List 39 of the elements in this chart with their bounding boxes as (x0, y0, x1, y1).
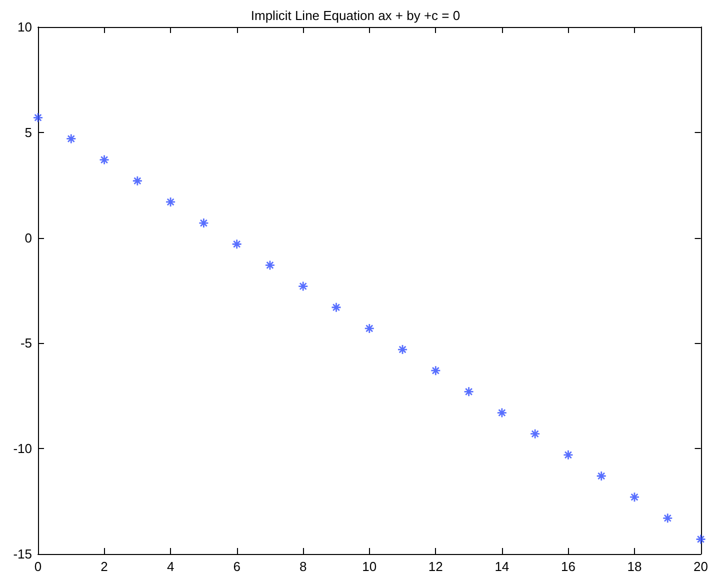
point (198, 218, 209, 228)
x-tick-label: 6 (233, 559, 240, 573)
point (629, 492, 640, 502)
x-tick-label: 16 (560, 559, 576, 573)
point (165, 196, 176, 208)
point (298, 281, 308, 292)
point (32, 112, 44, 123)
x-tick-label: 0 (34, 559, 42, 573)
point (331, 302, 342, 313)
y-tick-label: -15 (13, 546, 32, 562)
point (232, 238, 242, 250)
x-tick-label: 14 (494, 559, 510, 573)
point (132, 176, 143, 186)
point (430, 365, 441, 376)
y-tick-label: -10 (13, 441, 32, 456)
point (530, 428, 540, 440)
x-tick-label: 8 (299, 559, 307, 573)
point (264, 260, 276, 270)
point (496, 408, 508, 418)
point (397, 344, 408, 355)
chart-title: Implicit Line Equation ax + by +c = 0 (250, 8, 460, 23)
x-tick-label: 18 (627, 559, 642, 573)
point (364, 323, 375, 334)
x-tick-label: 4 (166, 559, 174, 573)
y-tick-label: 10 (18, 20, 32, 34)
x-tick-label: 20 (694, 559, 708, 573)
x-tick-label: 10 (362, 559, 377, 573)
point (596, 470, 607, 482)
point (563, 450, 574, 460)
point (99, 154, 110, 166)
y-tick-label: -5 (20, 336, 32, 351)
x-tick-label: 12 (428, 559, 443, 573)
x-tick-label: 2 (100, 559, 108, 573)
y-tick-label: 0 (24, 230, 32, 246)
point (66, 134, 76, 144)
point (696, 534, 706, 544)
point (662, 512, 673, 524)
point (464, 386, 474, 397)
y-tick-label: 5 (24, 124, 32, 140)
